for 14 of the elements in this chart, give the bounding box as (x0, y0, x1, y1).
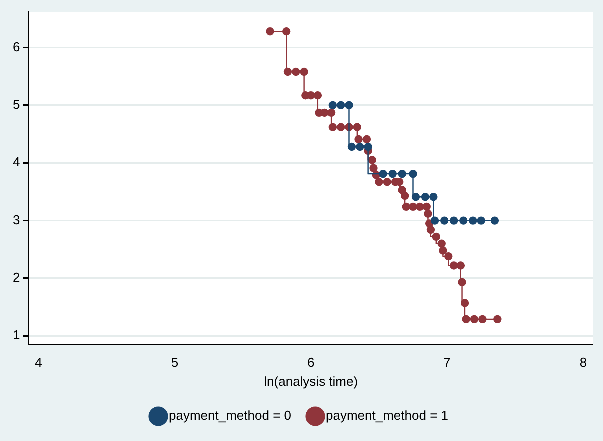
legend-label: payment_method = 0 (169, 408, 292, 424)
x-tick-label: 6 (308, 355, 315, 370)
y-tick-label: 6 (12, 39, 20, 54)
y-tick-label: 4 (12, 154, 20, 170)
y-tick-label: 2 (12, 270, 20, 286)
x-tick-label: 4 (35, 355, 42, 370)
x-tick-label: 5 (171, 355, 179, 370)
x-tick-label: 8 (580, 355, 588, 370)
y-tick-label: 3 (12, 212, 20, 228)
legend-label: payment_method = 1 (326, 408, 448, 424)
x-axis-title: ln(analysis time) (264, 374, 358, 389)
x-tick-label: 7 (444, 355, 451, 370)
y-tick-label: 1 (12, 328, 20, 343)
y-tick-label: 5 (12, 97, 20, 112)
